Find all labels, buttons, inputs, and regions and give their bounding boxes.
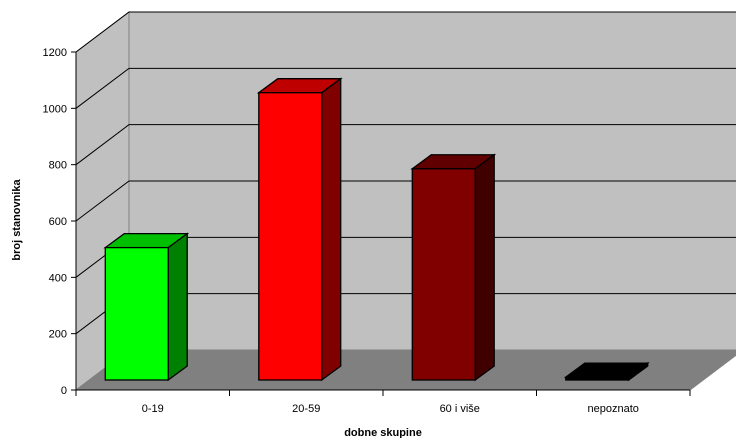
x-axis-title: dobne skupine: [344, 427, 422, 438]
y-tick-label: 1000: [43, 103, 67, 115]
bar-side-face: [167, 232, 188, 382]
bar-side-face: [321, 77, 342, 382]
bar: [103, 232, 190, 382]
y-tick-label: 0: [61, 385, 67, 397]
y-tick-label: 1200: [43, 47, 67, 59]
gridlines: [75, 11, 736, 335]
y-tick-label: 600: [49, 216, 67, 228]
bar-front-face: [104, 246, 169, 381]
bar: [563, 361, 650, 382]
x-tick-label: 0-19: [142, 403, 164, 415]
gridline: [75, 67, 736, 109]
bar-front-face: [258, 92, 323, 381]
x-tick-label: 60 i više: [440, 403, 480, 415]
bar-front-face: [411, 168, 476, 381]
tick-labels: 0 200 400 600 800 1000 1200 0-19 20-59 60 i više n…: [43, 47, 639, 415]
bar: [410, 153, 497, 382]
x-tick-label: 20-59: [292, 403, 320, 415]
gridline: [75, 124, 736, 166]
bar-side-face: [474, 153, 495, 382]
bar: [256, 77, 343, 382]
gridline: [75, 180, 736, 222]
y-tick-label: 200: [49, 329, 67, 341]
bars: [103, 77, 650, 382]
axes: [71, 51, 691, 396]
y-axis-title: broj stanovnika: [11, 178, 23, 260]
y-tick-label: 800: [49, 160, 67, 172]
y-tick-label: 400: [49, 272, 67, 284]
gridline: [75, 11, 736, 53]
x-tick-label: nepoznato: [588, 403, 639, 415]
bar-front-face: [565, 376, 630, 381]
